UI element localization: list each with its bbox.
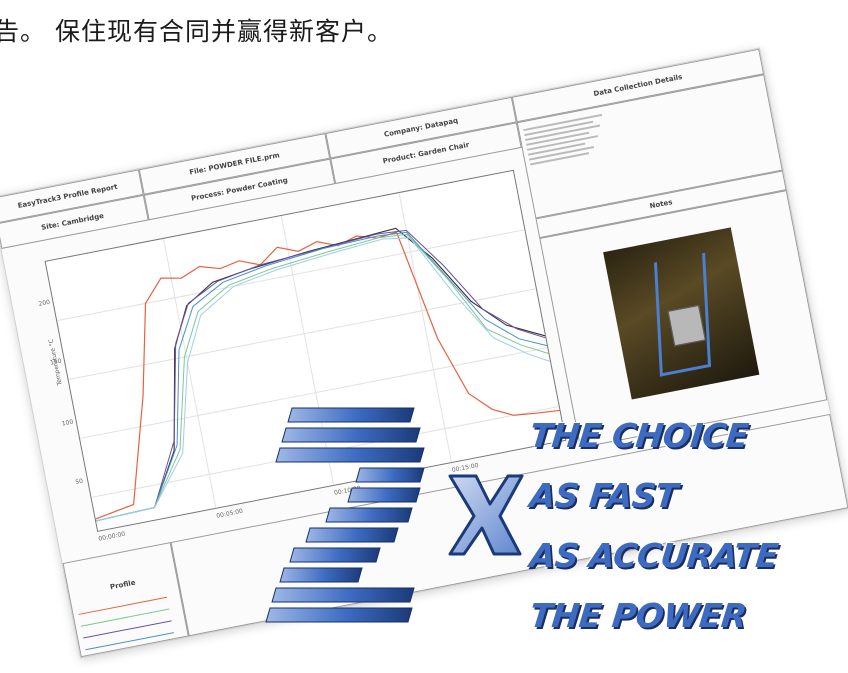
y-tick-200: 200 xyxy=(38,298,51,308)
x-letter xyxy=(448,474,524,556)
slogan-as-accurate: AS ACCURATE xyxy=(527,536,780,575)
details-text-block xyxy=(523,111,610,168)
slogan-as-fast: AS FAST xyxy=(527,476,680,515)
temperature-curves xyxy=(57,192,560,522)
temperature-plot xyxy=(44,169,567,532)
profile-report-sheet: EasyTrack3 Profile Report File: POWDER F… xyxy=(0,47,848,659)
y-tick-150: 150 xyxy=(49,357,63,367)
y-tick-50: 50 xyxy=(74,477,84,487)
garden-chair-photo xyxy=(603,227,760,400)
x-tick-1: 00:05:00 xyxy=(215,507,244,520)
datalogger-box xyxy=(667,304,706,347)
slogan-the-power: THE POWER xyxy=(527,596,749,635)
2x-logo: THE CHOICE AS FAST AS ACCURATE THE POWER xyxy=(264,398,824,653)
y-tick-100: 100 xyxy=(61,418,74,428)
x-tick-0: 00:00:00 xyxy=(97,530,126,543)
striped-2-numeral xyxy=(265,407,524,623)
page-caption: 告。 保住现有合同并赢得新客户。 xyxy=(0,17,393,46)
slogan-the-choice: THE CHOICE xyxy=(527,416,751,455)
